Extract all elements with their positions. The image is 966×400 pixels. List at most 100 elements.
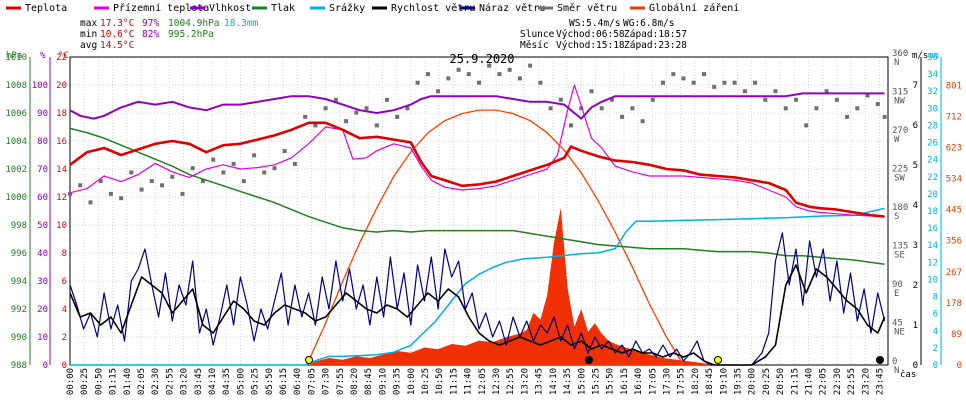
wind-dir-point-79 <box>875 102 880 107</box>
wind-speed-line <box>69 264 886 366</box>
stat-min-press: 995.2hPa <box>168 29 214 40</box>
tick-hpa-1: 990 <box>11 333 27 343</box>
x-tick-17: 07:05 <box>307 368 317 395</box>
tick-hpa-6: 1000 <box>5 193 27 203</box>
x-tick-1: 00:25 <box>80 368 90 395</box>
tick-ms-0: 0 <box>913 361 918 371</box>
wind-dir-point-71 <box>794 97 798 102</box>
tick-dir-label-8: N <box>894 58 899 68</box>
wind-dir-point-21 <box>282 149 287 154</box>
x-tick-24: 10:00 <box>407 368 417 395</box>
tick-pct-9: 90 <box>37 109 48 119</box>
wind-dir-point-18 <box>252 153 257 158</box>
tick-mm-1: 2 <box>933 344 938 354</box>
moonset-marker <box>876 356 884 364</box>
x-tick-6: 02:30 <box>151 368 161 395</box>
wind-dir-point-60 <box>681 76 686 81</box>
wind-dir-point-2 <box>88 200 93 205</box>
precip-line <box>70 207 885 366</box>
legend-label-4: Srážky <box>329 2 365 14</box>
wind-dir-point-20 <box>272 166 277 171</box>
wind-dir-point-22 <box>292 161 297 166</box>
tick-hpa-2: 992 <box>11 305 27 315</box>
x-axis-label: čas <box>900 369 916 380</box>
x-tick-48: 20:00 <box>748 368 758 395</box>
series-ground-temperature <box>69 84 885 218</box>
series-temperature <box>69 121 885 218</box>
tick-mm-3: 6 <box>933 310 938 320</box>
x-tick-13: 05:25 <box>251 368 261 395</box>
tick-wm2-1: 89 <box>951 330 962 340</box>
tick-dir-label-2: E <box>894 289 899 299</box>
wind-dir-point-44 <box>517 76 522 81</box>
tick-wm2-3: 267 <box>946 268 962 278</box>
x-tick-14: 05:50 <box>265 368 275 395</box>
wind-dir-point-17 <box>241 179 246 184</box>
series-wind-direction <box>68 63 887 205</box>
x-tick-36: 15:00 <box>577 368 587 395</box>
series-precip <box>70 207 885 366</box>
tick-pct-1: 10 <box>37 333 48 343</box>
axis-unit-degc: °C <box>58 51 69 61</box>
tick-mm-9: 18 <box>927 207 938 217</box>
legend: Teplota Přízemní teplota Vlhkost Tlak Srážky… <box>6 2 739 14</box>
tick-mm-10: 20 <box>927 190 938 200</box>
tick-dir-8: 360 <box>892 49 908 59</box>
wind-dir-point-47 <box>548 106 553 111</box>
wind-dir-point-74 <box>824 89 829 94</box>
wind-dir-point-9 <box>160 183 164 188</box>
x-tick-20: 08:20 <box>350 368 360 395</box>
wind-dir-point-61 <box>691 80 696 85</box>
wind-dir-point-32 <box>395 114 400 119</box>
x-tick-21: 08:45 <box>364 368 374 395</box>
x-tick-0: 00:00 <box>66 368 76 395</box>
tick-hpa-9: 1006 <box>5 109 27 119</box>
tick-pct-4: 40 <box>37 249 48 259</box>
tick-dir-2: 90 <box>892 280 903 290</box>
tick-dir-label-5: SW <box>894 174 905 184</box>
tick-pct-7: 70 <box>37 165 48 175</box>
wind-dir-point-75 <box>834 97 839 102</box>
tick-wm2-5: 445 <box>946 206 962 216</box>
axis-unit-pct: % <box>40 51 46 61</box>
wind-dir-point-7 <box>139 187 144 192</box>
x-tick-43: 17:55 <box>677 368 687 395</box>
legend-label-8: Globální záření <box>649 2 739 14</box>
legend-label-7: Směr větru <box>557 2 617 14</box>
x-tick-47: 19:35 <box>734 368 744 395</box>
series-humidity <box>69 92 885 120</box>
x-tick-12: 05:00 <box>236 368 246 395</box>
legend-label-6: Náraz větru <box>479 2 545 14</box>
x-tick-5: 02:05 <box>137 368 147 395</box>
wind-dir-point-45 <box>528 63 533 68</box>
tick-dir-4: 180 <box>892 203 908 213</box>
wind-dir-point-41 <box>487 63 492 68</box>
tick-ms-7: 7 <box>913 81 918 91</box>
tick-dir-3: 135 <box>892 242 908 252</box>
tick-degc-0: 0 <box>62 361 67 371</box>
x-tick-22: 09:10 <box>378 368 388 395</box>
x-tick-46: 19:10 <box>719 368 729 395</box>
tick-dir-label-4: S <box>894 212 899 222</box>
tick-degc-11: 22 <box>56 53 67 63</box>
x-tick-34: 14:10 <box>549 368 559 395</box>
tick-pct-10: 100 <box>32 81 48 91</box>
info-slunce-set: Západ:18:57 <box>624 29 687 40</box>
x-tick-7: 02:55 <box>165 368 175 395</box>
wind-dir-point-27 <box>344 119 349 124</box>
temperature-line <box>69 121 885 218</box>
stat-min-label: min <box>80 29 97 40</box>
wind-dir-point-72 <box>804 123 809 128</box>
tick-mm-5: 10 <box>927 275 938 285</box>
wind-dir-point-42 <box>497 72 502 77</box>
wind-dir-point-51 <box>589 89 594 94</box>
tick-wm2-9: 801 <box>946 81 962 91</box>
wind-dir-point-16 <box>231 161 236 166</box>
x-tick-33: 13:45 <box>535 368 545 395</box>
wind-dir-point-23 <box>303 114 308 119</box>
tick-degc-4: 8 <box>62 249 67 259</box>
tick-degc-2: 4 <box>62 305 67 315</box>
x-tick-56: 23:20 <box>861 368 871 395</box>
wind-dir-point-77 <box>855 106 860 111</box>
